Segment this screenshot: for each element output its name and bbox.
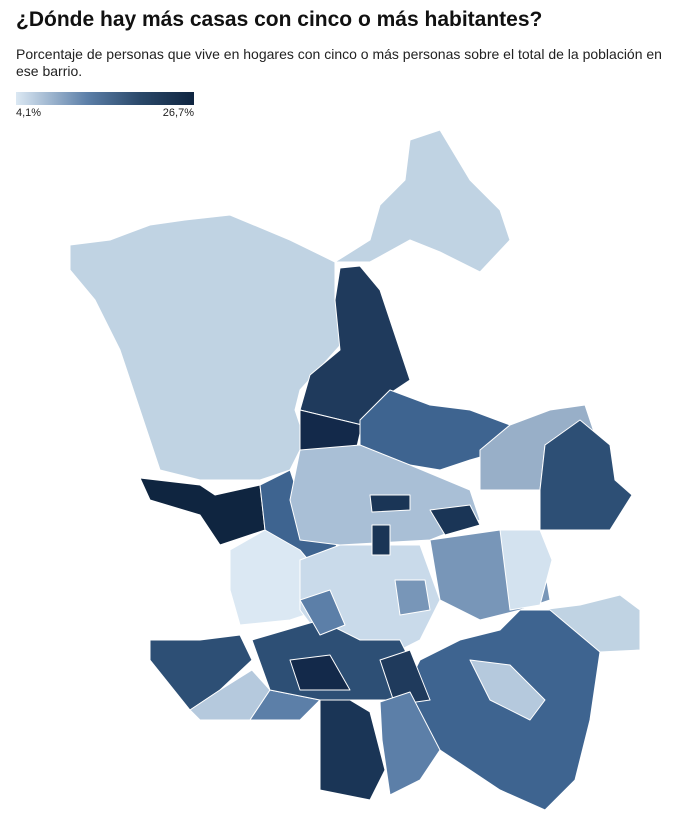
- districts: [69, 129, 641, 811]
- district: [379, 649, 431, 706]
- legend: 4,1% 26,7%: [16, 92, 194, 119]
- district: [334, 129, 511, 273]
- district: [139, 477, 266, 546]
- legend-max: 26,7%: [162, 107, 194, 119]
- district: [429, 504, 481, 536]
- map: [69, 129, 641, 811]
- district: [371, 524, 391, 556]
- legend-gradient: [16, 92, 194, 105]
- legend-min: 4,1%: [16, 107, 42, 119]
- subtitle: Porcentaje de personas que vive en hogar…: [16, 46, 662, 79]
- district: [299, 589, 346, 636]
- district: [69, 214, 346, 481]
- district: [289, 654, 351, 691]
- district: [149, 634, 253, 711]
- district: [539, 419, 633, 531]
- district: [319, 699, 386, 801]
- district: [379, 691, 441, 796]
- district: [469, 659, 546, 721]
- title: ¿Dónde hay más casas con cinco o más hab…: [16, 8, 543, 31]
- district: [369, 494, 411, 513]
- district: [499, 529, 553, 611]
- district: [394, 579, 431, 616]
- district: [399, 609, 601, 811]
